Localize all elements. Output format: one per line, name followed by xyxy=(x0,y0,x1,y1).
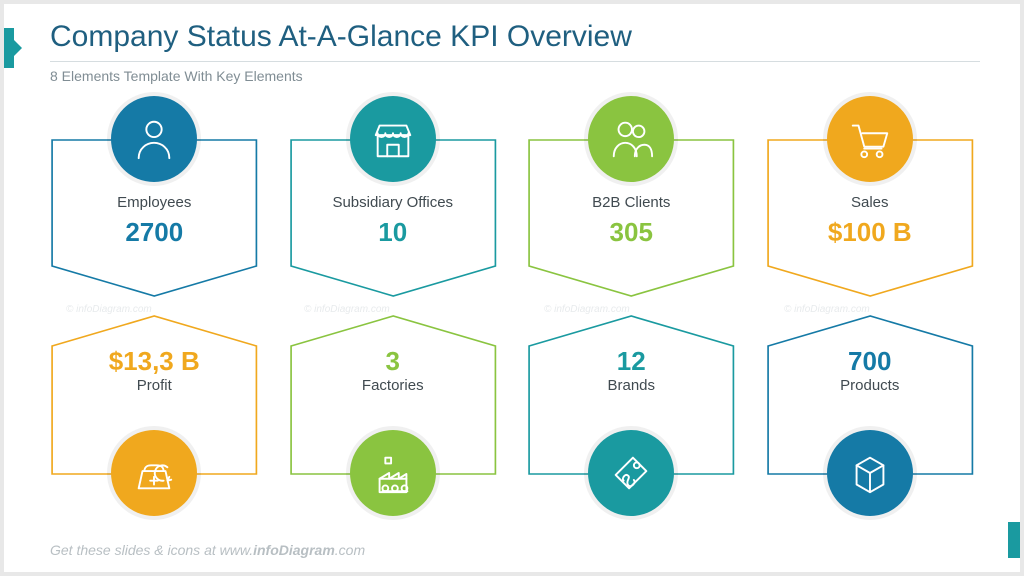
kpi-card-content: 700Products xyxy=(766,340,975,394)
kpi-value: $13,3 B xyxy=(109,346,200,377)
accent-left xyxy=(4,28,14,68)
accent-bottom-right xyxy=(1008,522,1020,558)
store-icon xyxy=(350,96,436,182)
kpi-value: 12 xyxy=(617,346,646,377)
kpi-overview-slide: Company Status At-A-Glance KPI Overview … xyxy=(0,0,1024,576)
watermark: © infoDiagram.com xyxy=(66,304,152,315)
kpi-card-content: B2B Clients 305 xyxy=(527,194,736,248)
kpi-value: 700 xyxy=(848,346,891,377)
kpi-label: B2B Clients xyxy=(592,194,670,211)
page-subtitle: 8 Elements Template With Key Elements xyxy=(50,68,980,84)
watermark: © infoDiagram.com xyxy=(784,304,870,315)
watermark: © infoDiagram.com xyxy=(304,304,390,315)
watermark: © infoDiagram.com xyxy=(544,304,630,315)
kpi-card-employees: Employees 2700 xyxy=(50,116,259,298)
kpi-card-content: Employees 2700 xyxy=(50,194,259,248)
footer-credit: Get these slides & icons at www.infoDiag… xyxy=(50,542,365,558)
kpi-label: Subsidiary Offices xyxy=(332,194,453,211)
kpi-label: Products xyxy=(840,377,899,394)
kpi-label: Profit xyxy=(137,377,172,394)
kpi-card-b2b-clients: B2B Clients 305 xyxy=(527,116,736,298)
kpi-card-content: 3Factories xyxy=(289,340,498,394)
kpi-card-products: 700Products xyxy=(766,314,975,496)
person-icon xyxy=(111,96,197,182)
people-icon xyxy=(588,96,674,182)
kpi-value: 10 xyxy=(378,217,407,248)
kpi-label: Brands xyxy=(607,377,655,394)
kpi-card-content: Subsidiary Offices 10 xyxy=(289,194,498,248)
money-icon xyxy=(111,430,197,516)
footer-prefix: Get these slides & icons at xyxy=(50,542,220,558)
kpi-card-profit: $13,3 BProfit xyxy=(50,314,259,496)
factory-icon xyxy=(350,430,436,516)
kpi-value: 305 xyxy=(610,217,653,248)
box-icon xyxy=(827,430,913,516)
header: Company Status At-A-Glance KPI Overview … xyxy=(50,20,980,84)
kpi-value: 2700 xyxy=(125,217,183,248)
kpi-value: $100 B xyxy=(828,217,912,248)
cart-icon xyxy=(827,96,913,182)
kpi-card-sales: Sales $100 B xyxy=(766,116,975,298)
footer-brand: infoDiagram xyxy=(253,542,335,558)
kpi-card-content: $13,3 BProfit xyxy=(50,340,259,394)
tag-icon xyxy=(588,430,674,516)
kpi-card-content: 12Brands xyxy=(527,340,736,394)
kpi-card-subsidiary-offices: Subsidiary Offices 10 xyxy=(289,116,498,298)
kpi-card-content: Sales $100 B xyxy=(766,194,975,248)
kpi-card-brands: 12Brands xyxy=(527,314,736,496)
kpi-label: Employees xyxy=(117,194,191,211)
kpi-card-factories: 3Factories xyxy=(289,314,498,496)
page-title: Company Status At-A-Glance KPI Overview xyxy=(50,20,980,62)
kpi-label: Factories xyxy=(362,377,424,394)
footer-suffix: .com xyxy=(335,542,365,558)
kpi-value: 3 xyxy=(386,346,400,377)
kpi-label: Sales xyxy=(851,194,889,211)
